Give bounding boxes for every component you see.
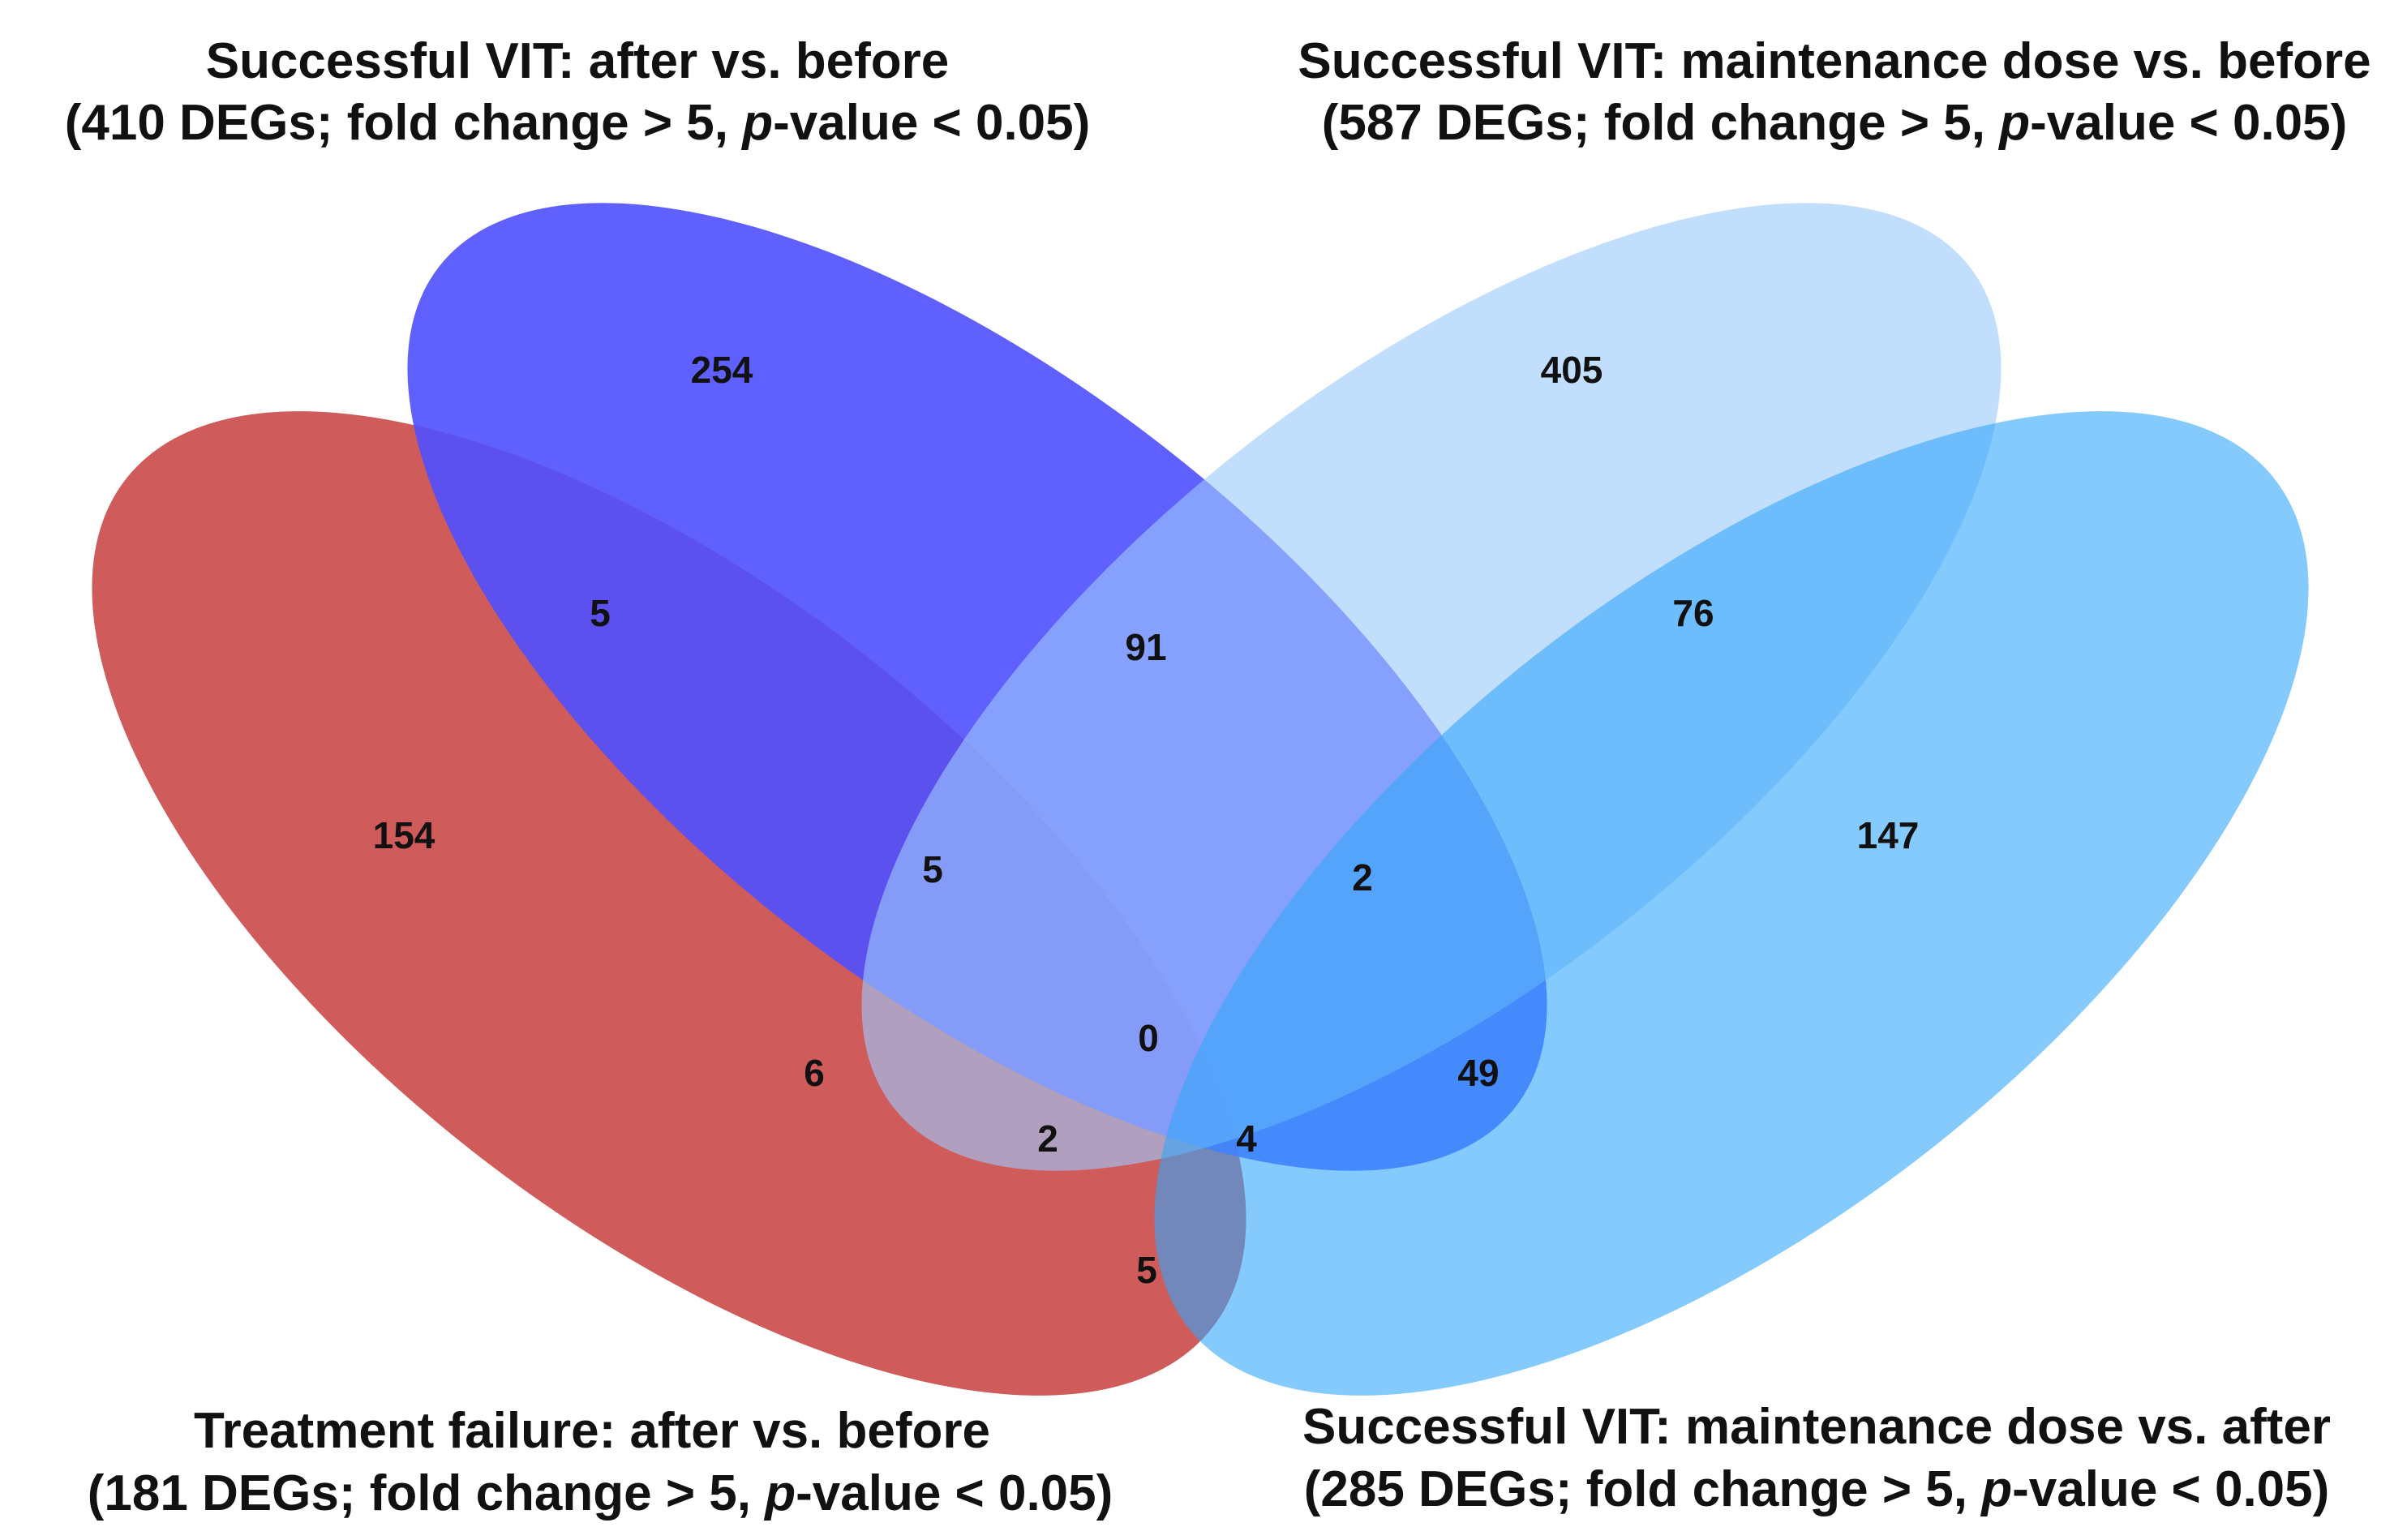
set-ellipse-successful-maintenance-after	[1154, 411, 2309, 1396]
count-sma-only: 147	[1857, 814, 1920, 856]
count-sab-only: 254	[691, 349, 753, 391]
count-sab-smb-sma: 2	[1352, 856, 1373, 899]
caption-successful-maintenance-after: (285 DEGs; fold change > 5, p-value < 0.…	[1304, 1461, 2330, 1517]
count-tf-sab-smb: 5	[922, 848, 943, 890]
title-successful-maintenance-after: Successful VIT: maintenance dose vs. aft…	[1302, 1399, 2331, 1455]
caption-treatment-failure: (181 DEGs; fold change > 5, p-value < 0.…	[88, 1465, 1113, 1521]
count-tf-only: 154	[373, 814, 435, 856]
count-tf-sab: 5	[590, 592, 611, 634]
count-tf-sma: 5	[1136, 1249, 1157, 1291]
title-successful-maintenance-before: Successful VIT: maintenance dose vs. bef…	[1298, 33, 2371, 89]
count-smb-only: 405	[1541, 349, 1603, 391]
title-successful-after-before: Successful VIT: after vs. before	[206, 33, 950, 89]
set-ellipse-successful-maintenance-before	[861, 203, 2002, 1171]
count-sab-smb: 91	[1125, 626, 1166, 668]
count-tf-smb: 6	[804, 1052, 825, 1094]
count-tf-smb-sma: 2	[1037, 1117, 1058, 1160]
count-all-four: 0	[1138, 1017, 1159, 1059]
count-tf-sab-sma: 4	[1236, 1117, 1257, 1160]
count-smb-sma: 76	[1672, 592, 1714, 634]
caption-successful-after-before: (410 DEGs; fold change > 5, p-value < 0.…	[65, 95, 1091, 151]
count-sab-sma: 49	[1457, 1052, 1499, 1094]
caption-successful-maintenance-before: (587 DEGs; fold change > 5, p-value < 0.…	[1322, 95, 2348, 151]
title-treatment-failure: Treatment failure: after vs. before	[194, 1403, 990, 1459]
